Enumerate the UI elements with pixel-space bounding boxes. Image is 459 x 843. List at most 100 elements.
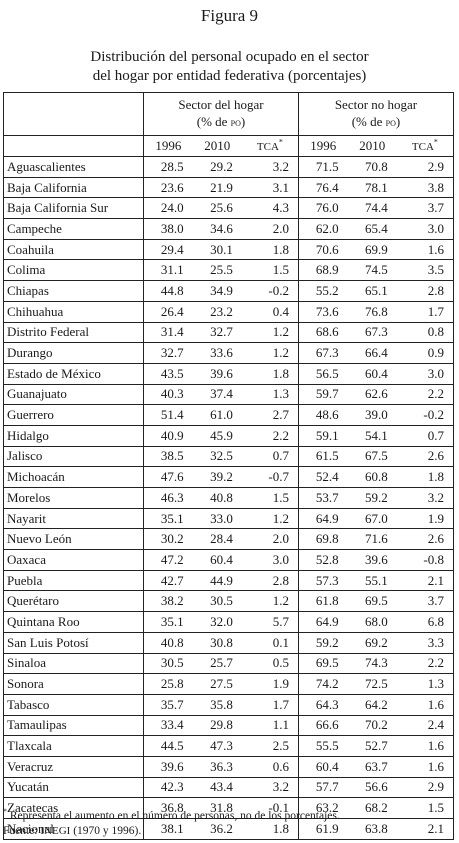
table-cell: 1.6 <box>396 756 454 778</box>
table-cell: 64.9 <box>298 611 348 633</box>
table-cell: 25.5 <box>192 259 242 282</box>
table-cell: 2.7 <box>241 404 299 426</box>
table-cell: 35.1 <box>143 611 193 633</box>
table-cell: 24.0 <box>143 197 193 220</box>
table-cell: 60.4 <box>298 756 348 778</box>
table-row: Colima 31.1 25.5 1.5 68.9 74.5 3.5 <box>3 259 454 282</box>
table-cell: 34.6 <box>192 218 242 240</box>
table-cell: 21.9 <box>192 177 242 199</box>
table-cell: 71.5 <box>298 156 348 178</box>
table-cell: 56.6 <box>347 777 397 799</box>
table-cell: 44.5 <box>143 735 193 757</box>
table-row: Nayarit 35.1 33.0 1.2 64.9 67.0 1.9 <box>3 508 454 530</box>
table-cell: 38.1 <box>143 818 193 840</box>
table-cell: 23.2 <box>192 301 242 323</box>
table-cell: 76.4 <box>298 177 348 199</box>
col-1996-hogar: 1996 <box>143 135 193 157</box>
table-cell: 30.5 <box>143 653 193 675</box>
figure-caption: Distribución del personal ocupado en el … <box>0 48 459 86</box>
table-cell: 33.0 <box>192 508 242 530</box>
table-cell: 55.1 <box>347 570 397 592</box>
table-cell: 32.5 <box>192 446 242 468</box>
state-name: Hidalgo <box>3 425 145 447</box>
table-cell: 23.6 <box>143 177 193 199</box>
caption-line-1: Distribución del personal ocupado en el … <box>90 49 369 65</box>
table-cell: 29.4 <box>143 239 193 261</box>
table-cell: 3.0 <box>396 218 454 240</box>
table-cell: 62.6 <box>347 384 397 406</box>
table-cell: 45.9 <box>192 425 242 447</box>
table-cell: 61.8 <box>298 590 348 613</box>
table-cell: 56.5 <box>298 363 348 385</box>
table-cell: 52.4 <box>298 466 348 488</box>
table-row: Chihuahua 26.4 23.2 0.4 73.6 76.8 1.7 <box>3 301 454 323</box>
table-cell: 47.3 <box>192 735 242 757</box>
table-cell: 32.7 <box>192 322 242 344</box>
table-cell: 30.1 <box>192 239 242 261</box>
source-years: (1970 y 1996). <box>73 825 142 837</box>
table-row: Yucatán 42.3 43.4 3.2 57.7 56.6 2.9 <box>3 777 454 799</box>
table-row: Guanajuato 40.3 37.4 1.3 59.7 62.6 2.2 <box>3 384 454 406</box>
table-cell: 47.2 <box>143 549 193 571</box>
table-cell: 0.7 <box>241 446 299 468</box>
state-name: Sonora <box>3 673 145 695</box>
table-cell: 67.0 <box>347 508 397 530</box>
table-cell: 1.5 <box>241 259 299 282</box>
table-body: Aguascalientes 28.5 29.2 3.2 71.5 70.8 2.9 Baja… <box>3 156 454 840</box>
table-row: Nacional 38.1 36.2 1.8 61.9 63.8 2.1 <box>3 818 454 840</box>
table-cell: 36.8 <box>143 797 193 819</box>
table-cell: 36.3 <box>192 756 242 778</box>
col-tca-nohogar-mark: * <box>433 137 438 147</box>
state-name: Quintana Roo <box>3 611 145 633</box>
table-cell: 64.2 <box>347 694 397 716</box>
table-cell: 53.7 <box>298 487 348 509</box>
table-cell: 3.2 <box>241 156 299 178</box>
table-cell: 1.9 <box>396 508 454 530</box>
table-cell: 1.5 <box>396 797 454 819</box>
state-name: Colima <box>3 259 145 282</box>
table-cell: 0.7 <box>396 425 454 447</box>
table-cell: 6.8 <box>396 611 454 633</box>
table-cell: 1.8 <box>396 466 454 488</box>
table-cell: 2.8 <box>396 280 454 302</box>
table-cell: 42.7 <box>143 570 193 592</box>
table-cell: 1.9 <box>241 673 299 695</box>
table-cell: 72.5 <box>347 673 397 695</box>
table-cell: 1.7 <box>241 694 299 716</box>
header-group-nohogar: Sector no hogar (% de po) <box>298 92 454 136</box>
table-row: Quintana Roo 35.1 32.0 5.7 64.9 68.0 6.8 <box>3 611 454 633</box>
table-row: Sinaloa 30.5 25.7 0.5 69.5 74.3 2.2 <box>3 653 454 675</box>
col-tca-hogar-label: TCA <box>256 141 279 153</box>
table-cell: 61.5 <box>298 446 348 468</box>
table-cell: 2.2 <box>396 653 454 675</box>
table-cell: 55.5 <box>298 735 348 757</box>
table-cell: 74.4 <box>347 197 397 220</box>
state-name: Coahuila <box>3 239 145 261</box>
table-cell: 4.3 <box>241 197 299 220</box>
table-row: Chiapas 44.8 34.9 -0.2 55.2 65.1 2.8 <box>3 280 454 302</box>
table-cell: 25.8 <box>143 673 193 695</box>
table-row: Baja California 23.6 21.9 3.1 76.4 78.1 3.8 <box>3 177 454 199</box>
table-cell: 70.6 <box>298 239 348 261</box>
state-name: Tlaxcala <box>3 735 145 757</box>
state-name: Tamaulipas <box>3 715 145 737</box>
table-cell: 38.0 <box>143 218 193 240</box>
table-cell: 69.8 <box>298 528 348 551</box>
table-cell: 5.7 <box>241 611 299 633</box>
table-row: Querétaro 38.2 30.5 1.2 61.8 69.5 3.7 <box>3 590 454 613</box>
data-table: Sector del hogar (% de po) Sector no hog… <box>3 92 454 840</box>
table-cell: 40.8 <box>143 632 193 654</box>
state-name: Chiapas <box>3 280 145 302</box>
table-cell: 35.8 <box>192 694 242 716</box>
table-cell: 26.4 <box>143 301 193 323</box>
table-cell: 66.4 <box>347 342 397 364</box>
table-cell: 40.8 <box>192 487 242 509</box>
col-tca-hogar-mark: * <box>278 137 283 147</box>
table-cell: 2.9 <box>396 156 454 178</box>
table-cell: 52.8 <box>298 549 348 571</box>
table-cell: 63.8 <box>347 818 397 840</box>
table-cell: 64.9 <box>298 508 348 530</box>
table-cell: 2.6 <box>396 446 454 468</box>
table-cell: 1.7 <box>396 301 454 323</box>
